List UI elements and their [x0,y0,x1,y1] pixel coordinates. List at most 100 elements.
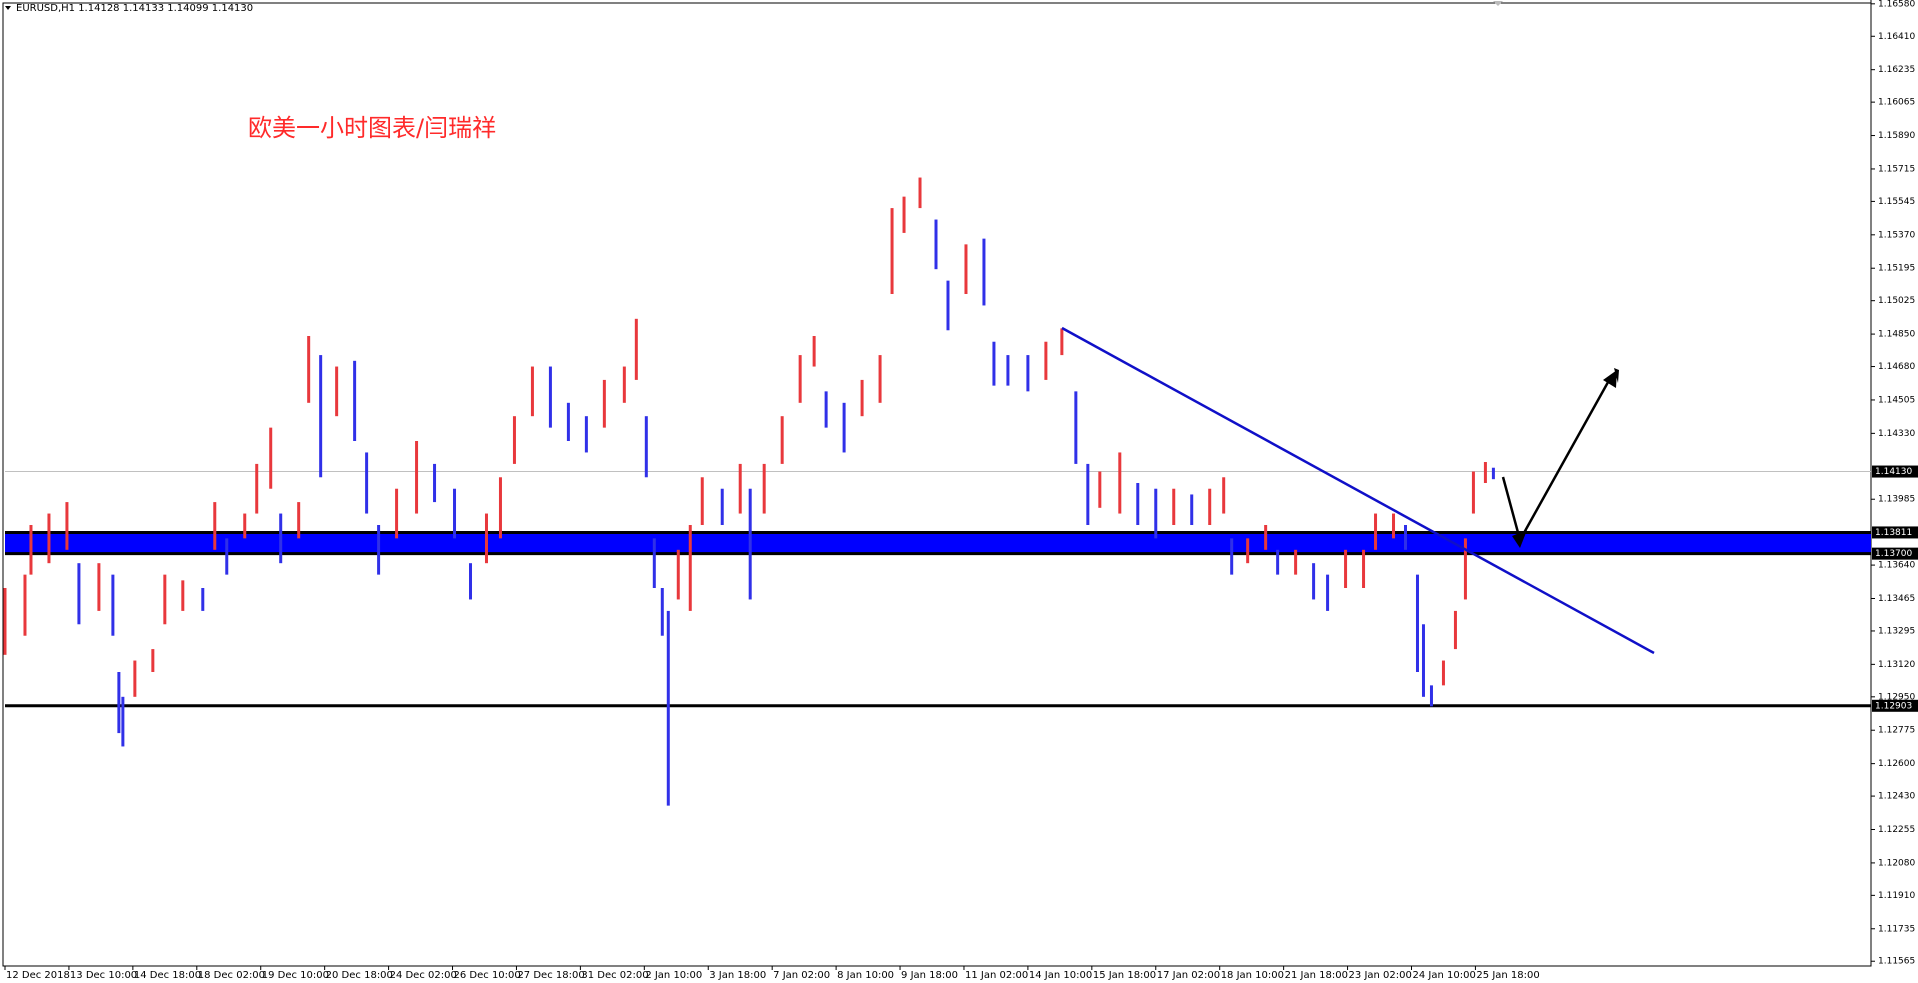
x-tick-label: 23 Jan 02:00 [1349,970,1412,981]
price-tag [1872,699,1918,712]
price-tag-label: 1.14130 [1875,467,1912,477]
price-bar [878,355,882,403]
price-bar [918,177,922,209]
y-tick-label: 1.14330 [1878,429,1915,439]
y-tick-label: 1.15545 [1878,197,1915,207]
price-bar [1463,538,1467,600]
price-bar [415,441,419,514]
symbol-arrow [5,6,11,10]
x-tick-label: 8 Jan 10:00 [837,970,894,981]
x-tick-label: 27 Dec 18:00 [517,970,584,981]
price-bar [201,588,205,611]
price-bar [319,355,323,478]
x-tick-label: 14 Dec 18:00 [134,970,201,981]
price-bar [269,427,273,489]
price-bar [964,244,968,294]
price-bar [902,196,906,233]
price-bar [395,488,399,539]
price-bar [453,488,457,539]
price-bar [3,588,7,655]
x-tick-label: 19 Dec 10:00 [262,970,329,981]
price-bar [1362,549,1366,588]
x-tick-label: 20 Dec 18:00 [326,970,393,981]
y-tick-label: 1.13295 [1878,626,1915,636]
x-tick-label: 31 Dec 02:00 [581,970,648,981]
y-tick-label: 1.11910 [1878,891,1915,901]
price-bar [688,525,692,611]
price-bar [133,660,137,697]
price-tag-label: 1.13811 [1875,528,1912,538]
price-bar [512,416,516,464]
x-tick-label: 24 Jan 10:00 [1412,970,1475,981]
price-bar [151,649,155,672]
price-bar [1326,574,1330,611]
y-tick-label: 1.13985 [1878,495,1915,505]
price-bar [29,525,33,575]
price-bar [1453,610,1457,650]
price-bar [992,341,996,386]
arrow-head [1512,530,1527,548]
price-bar [634,318,638,380]
price-bar [748,488,752,600]
price-bar [433,463,437,503]
price-bar [1344,549,1348,588]
price-bar [1246,538,1250,564]
price-bar [97,563,101,611]
x-tick-label: 9 Jan 18:00 [901,970,958,981]
price-bar [65,502,69,550]
price-bar [660,588,664,636]
price-bar [530,366,534,417]
y-tick-label: 1.16580 [1878,0,1915,9]
price-bar [1118,452,1122,514]
price-tag [1872,547,1918,560]
x-tick-label: 12 Dec 2018 [6,970,70,981]
price-bar [243,513,247,539]
price-bar [652,538,656,588]
price-bar [1098,471,1102,508]
price-bar [1044,341,1048,380]
y-tick-label: 1.12950 [1878,692,1915,702]
price-bar [1074,391,1078,464]
price-bar [1403,525,1407,550]
price-bar [77,563,81,625]
x-tick-label: 13 Dec 10:00 [70,970,137,981]
price-bar [644,416,648,478]
price-bar [121,696,125,747]
x-tick-label: 11 Jan 02:00 [965,970,1028,981]
y-tick-label: 1.12775 [1878,726,1915,736]
price-bar [307,336,311,403]
x-tick-label: 3 Jan 18:00 [709,970,766,981]
price-bar [1415,574,1419,672]
y-tick-label: 1.11735 [1878,924,1915,934]
y-tick-label: 1.14850 [1878,330,1915,340]
price-bar [1441,660,1445,686]
price-bar [548,366,552,428]
price-bar [335,366,339,417]
price-bar [255,463,259,514]
price-bar [484,513,488,564]
marks: 1.16580 1.16410 1.16235 1.16065 1.15890 1.157… [3,0,1918,981]
price-bar [622,366,626,403]
price-bar [860,379,864,417]
trend-line [1061,326,1655,655]
y-tick-label: 1.16065 [1878,98,1915,108]
price-bar [1154,488,1158,539]
price-bar [700,477,704,525]
price-bar [1222,477,1226,514]
price-bar [780,416,784,464]
price-bar [1172,488,1176,525]
x-tick-label: 25 Jan 18:00 [1476,970,1539,981]
arrow-head [1603,368,1619,388]
y-tick-label: 1.12600 [1878,759,1915,769]
price-bar [1374,513,1378,550]
price-bar [798,355,802,403]
price-bar [1136,483,1140,525]
price-bar [47,513,51,564]
price-bar [1421,624,1425,697]
price-tag [1872,465,1918,478]
price-bar [1392,513,1396,539]
price-bar [1086,463,1090,525]
price-tag [1872,526,1918,539]
y-tick-label: 1.16235 [1878,65,1915,75]
